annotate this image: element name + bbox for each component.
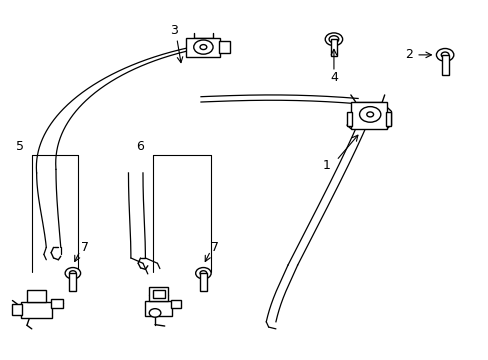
- Circle shape: [328, 36, 338, 43]
- Circle shape: [65, 267, 81, 279]
- Bar: [350, 102, 386, 129]
- Circle shape: [366, 112, 373, 117]
- Text: 2: 2: [404, 48, 412, 62]
- Bar: [219, 41, 229, 54]
- Circle shape: [193, 40, 213, 54]
- Bar: [386, 112, 390, 126]
- Bar: [12, 304, 22, 315]
- Circle shape: [200, 271, 206, 276]
- Text: 3: 3: [170, 23, 178, 37]
- Bar: [200, 273, 206, 291]
- Circle shape: [200, 45, 206, 50]
- Bar: [153, 289, 164, 298]
- Circle shape: [325, 33, 342, 46]
- Text: 4: 4: [329, 71, 337, 84]
- Text: 5: 5: [16, 140, 23, 153]
- Circle shape: [435, 49, 453, 61]
- Circle shape: [149, 309, 161, 317]
- Bar: [27, 290, 46, 302]
- Circle shape: [69, 271, 76, 276]
- Circle shape: [440, 52, 448, 58]
- Bar: [51, 299, 63, 307]
- Text: 6: 6: [136, 140, 144, 153]
- Bar: [145, 301, 172, 316]
- Bar: [346, 112, 351, 126]
- Text: 1: 1: [322, 159, 330, 172]
- Bar: [20, 302, 52, 318]
- Circle shape: [359, 107, 380, 122]
- Bar: [186, 37, 220, 57]
- Text: 7: 7: [81, 241, 89, 254]
- Bar: [330, 39, 337, 56]
- Bar: [149, 287, 167, 301]
- Text: 7: 7: [211, 241, 219, 254]
- Circle shape: [195, 267, 211, 279]
- Bar: [441, 55, 447, 76]
- Bar: [170, 300, 181, 307]
- Bar: [69, 273, 76, 291]
